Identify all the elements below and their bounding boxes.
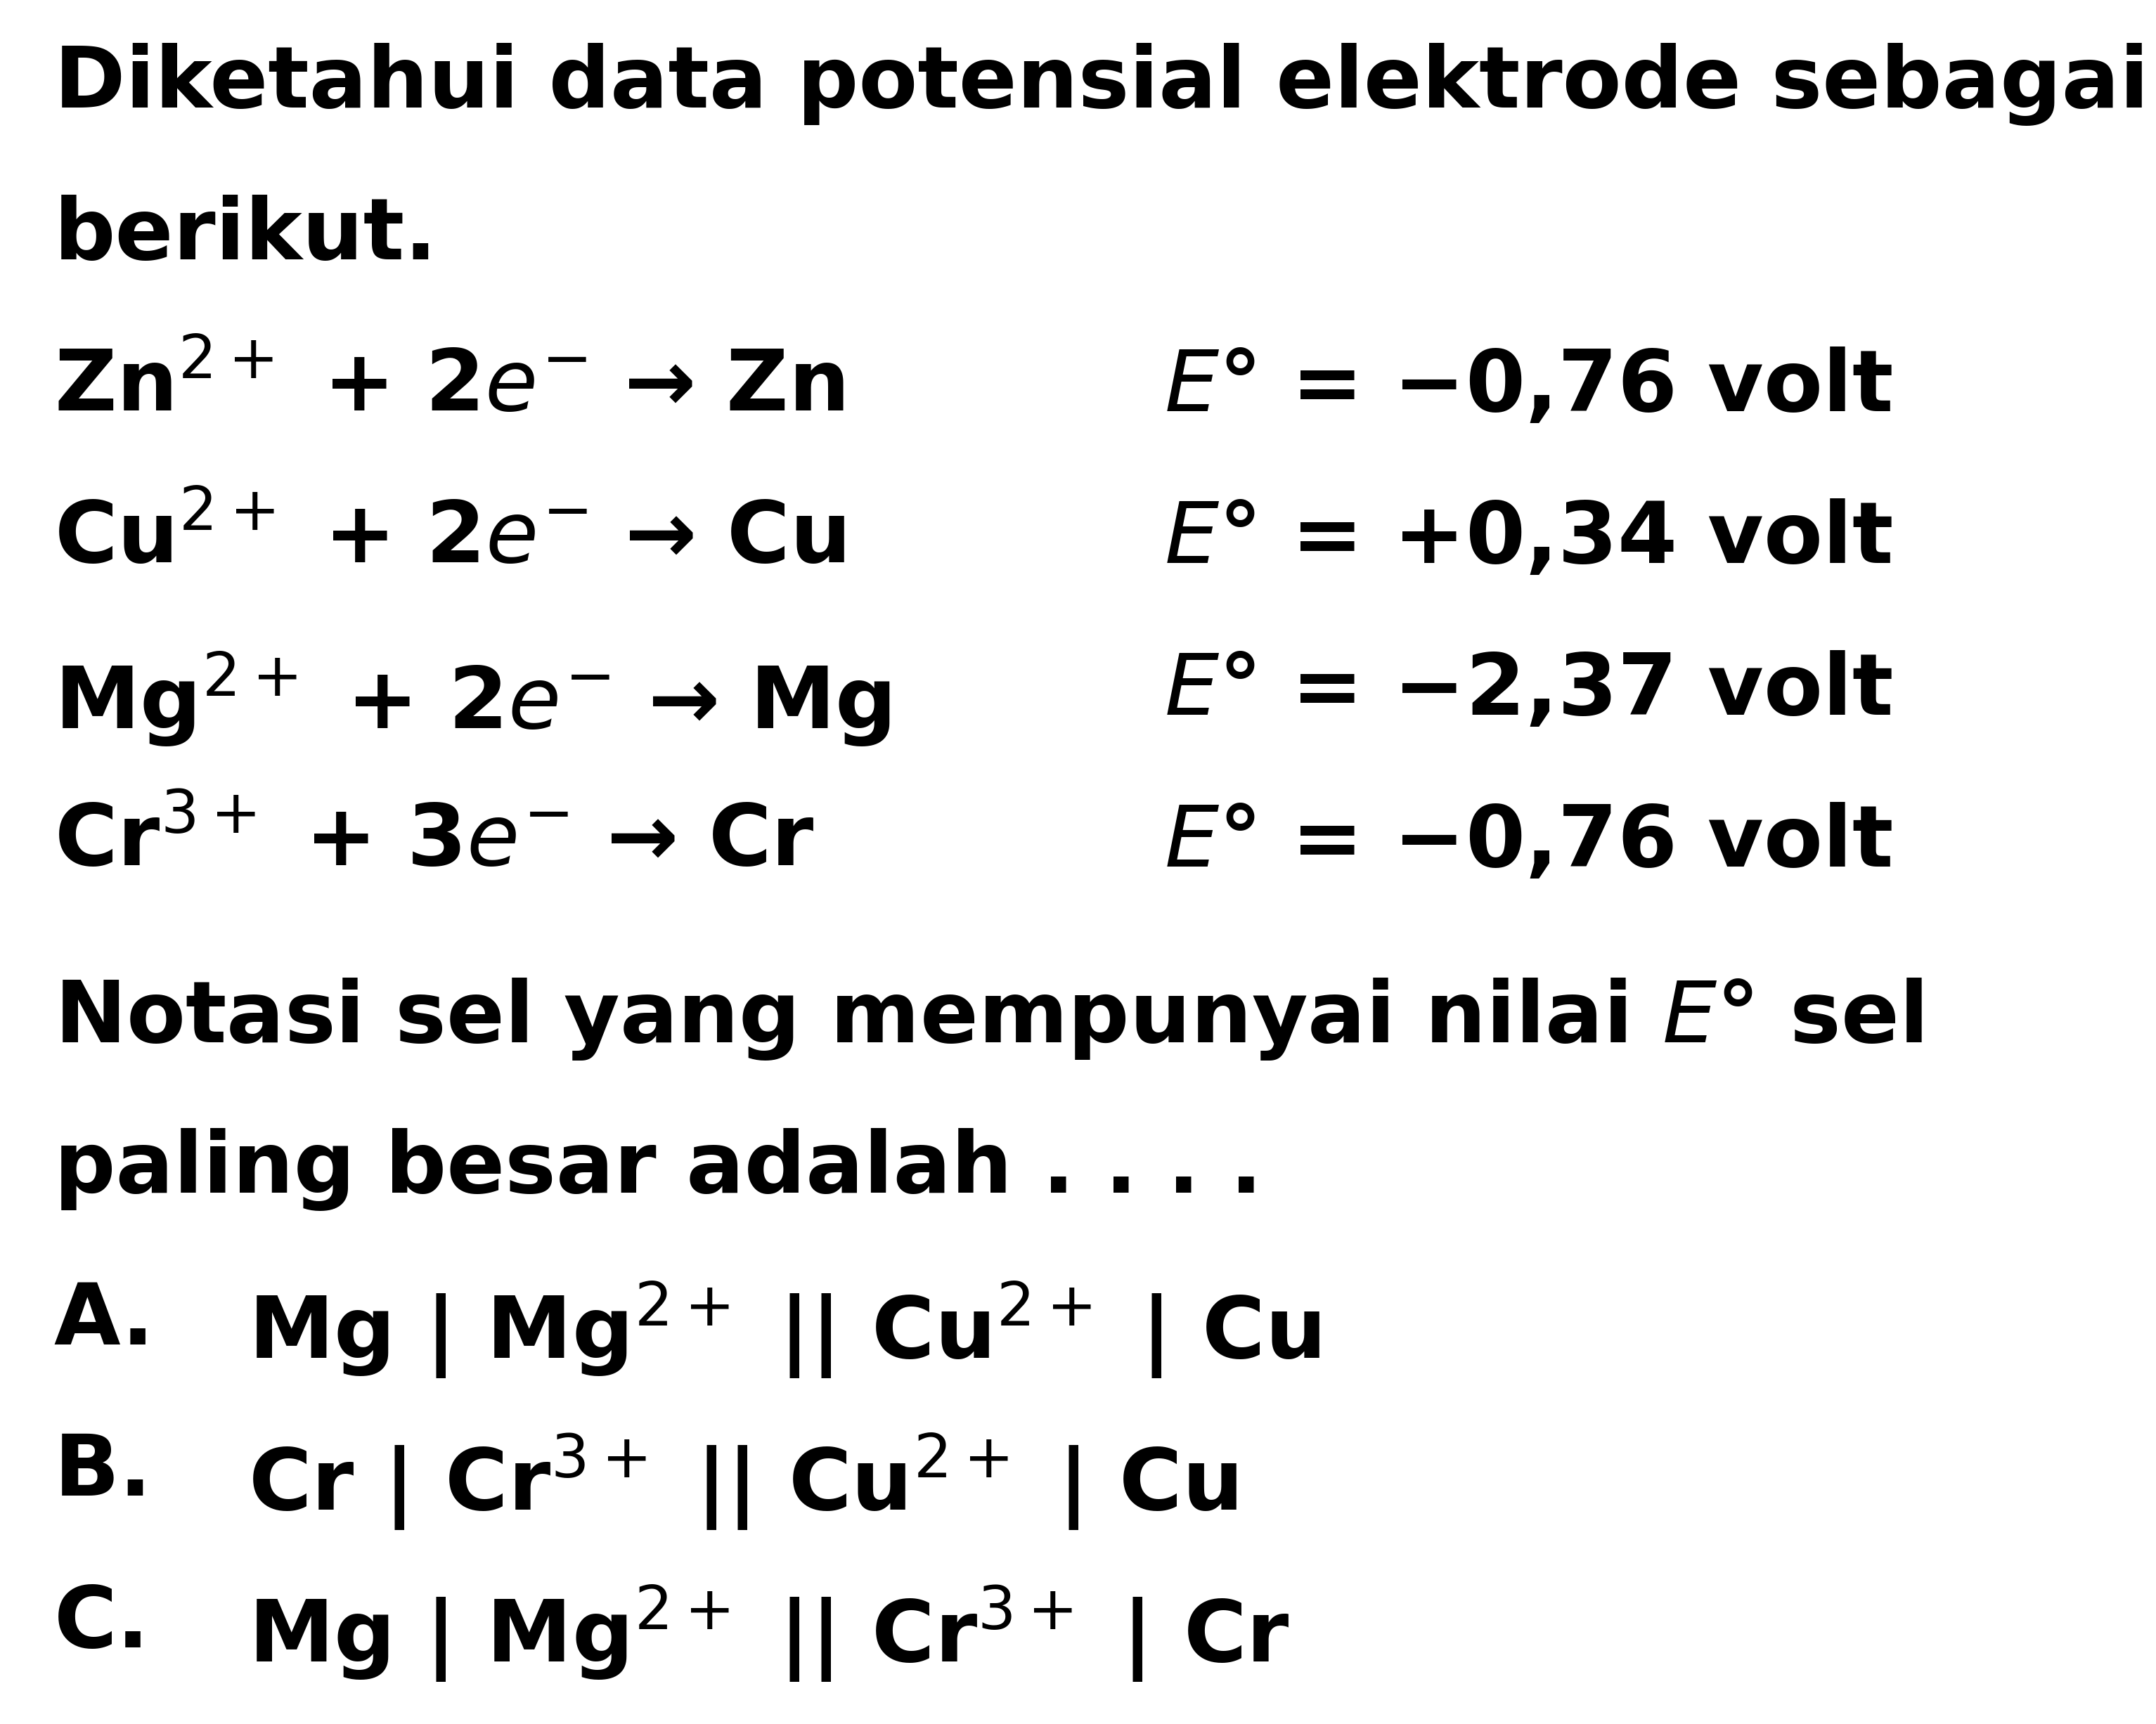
Text: $E$° = −0,76 volt: $E$° = −0,76 volt [1164, 347, 1893, 429]
Text: C.: C. [54, 1583, 149, 1665]
Text: $E$° = −2,37 volt: $E$° = −2,37 volt [1164, 650, 1893, 733]
Text: Mg$^{2+}$ + 2$e^{-}$ → Mg: Mg$^{2+}$ + 2$e^{-}$ → Mg [54, 650, 890, 750]
Text: $E$° = +0,34 volt: $E$° = +0,34 volt [1164, 498, 1893, 581]
Text: paling besar adalah . . . .: paling besar adalah . . . . [54, 1127, 1261, 1210]
Text: Zn$^{2+}$ + 2$e^{-}$ → Zn: Zn$^{2+}$ + 2$e^{-}$ → Zn [54, 347, 843, 429]
Text: A.: A. [54, 1279, 155, 1362]
Text: Cu$^{2+}$ + 2$e^{-}$ → Cu: Cu$^{2+}$ + 2$e^{-}$ → Cu [54, 498, 845, 581]
Text: $E$° = −0,76 volt: $E$° = −0,76 volt [1164, 802, 1893, 884]
Text: Diketahui data potensial elektrode sebagai: Diketahui data potensial elektrode sebag… [54, 43, 2150, 126]
Text: B.: B. [54, 1431, 153, 1514]
Text: Mg | Mg$^{2+}$ || Cr$^{3+}$ | Cr: Mg | Mg$^{2+}$ || Cr$^{3+}$ | Cr [248, 1583, 1289, 1684]
Text: Mg | Mg$^{2+}$ || Cu$^{2+}$ | Cu: Mg | Mg$^{2+}$ || Cu$^{2+}$ | Cu [248, 1279, 1319, 1381]
Text: Notasi sel yang mempunyai nilai $E$° sel: Notasi sel yang mempunyai nilai $E$° sel [54, 976, 1923, 1062]
Text: Cr | Cr$^{3+}$ || Cu$^{2+}$ | Cu: Cr | Cr$^{3+}$ || Cu$^{2+}$ | Cu [248, 1431, 1238, 1533]
Text: Cr$^{3+}$ + 3$e^{-}$ → Cr: Cr$^{3+}$ + 3$e^{-}$ → Cr [54, 802, 815, 884]
Text: berikut.: berikut. [54, 195, 438, 278]
